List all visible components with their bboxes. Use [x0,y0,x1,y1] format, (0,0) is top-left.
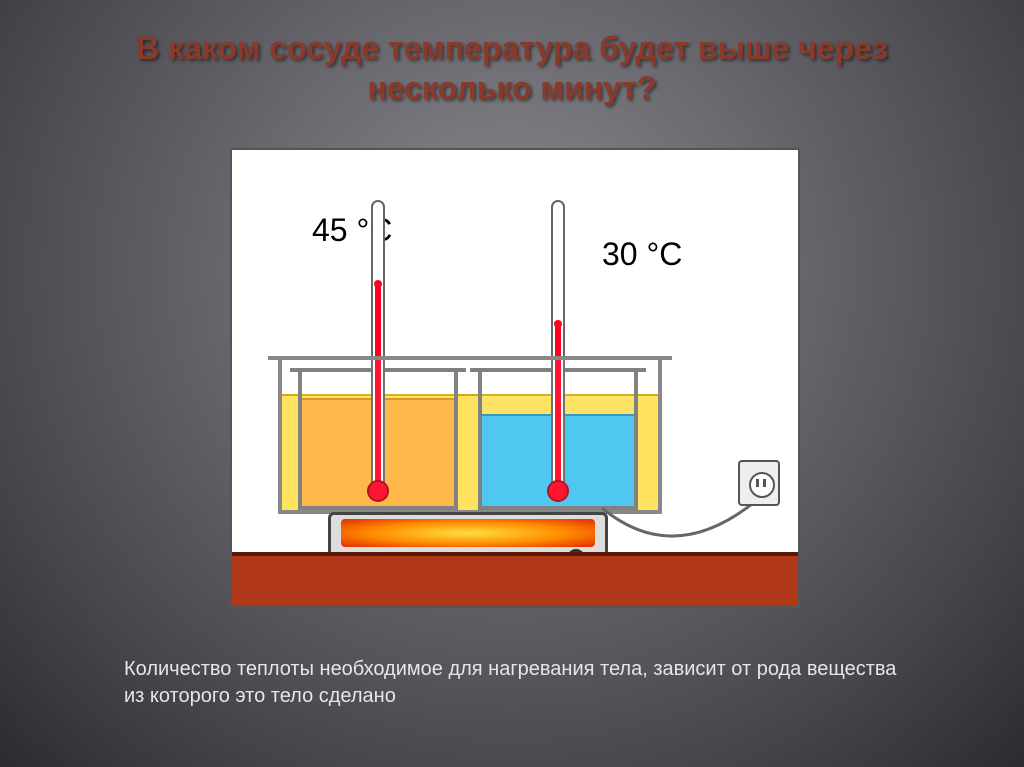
temp-value-right: 30 °C [602,236,682,272]
slide-title: В каком сосуде температура будет выше че… [0,0,1024,108]
slide-caption: Количество теплоты необходимое для нагре… [124,656,904,710]
bath-wall [278,356,662,514]
power-outlet [738,460,780,506]
experiment-diagram: 45 °C 30 °C [230,148,800,608]
water-bath [278,356,662,514]
temp-label-right: 30 °C [602,236,682,273]
table-surface [232,552,798,606]
power-cord [602,496,762,556]
bath-lip [268,356,672,360]
thermometer-mercury-top [554,320,562,328]
thermometer-mercury-top [374,280,382,288]
